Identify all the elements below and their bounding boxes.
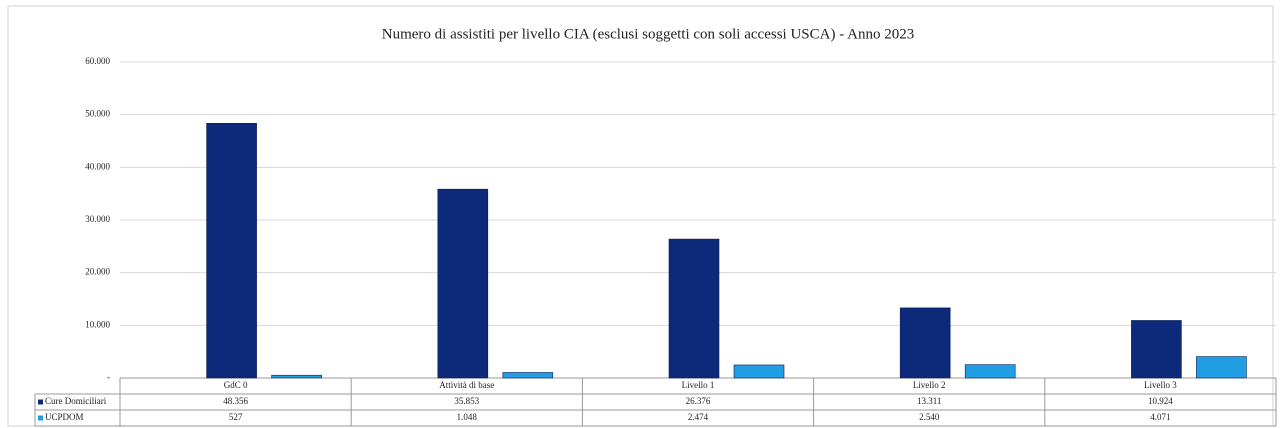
data-label: 10.924 xyxy=(1148,396,1173,406)
x-tick-label: Livello 1 xyxy=(682,380,715,390)
legend-marker xyxy=(38,399,43,405)
bar xyxy=(1131,320,1182,379)
bar xyxy=(964,364,1016,379)
y-tick-label: 50.000 xyxy=(85,109,110,119)
y-tick-label: 40.000 xyxy=(85,161,110,171)
data-label: 4.071 xyxy=(1150,412,1170,422)
bar xyxy=(271,374,322,379)
bar xyxy=(502,372,554,379)
legend-label: UCPDOM xyxy=(45,412,84,422)
bar xyxy=(1196,356,1247,379)
chart-title: Numero di assistiti per livello CIA (esc… xyxy=(382,26,914,42)
x-tick-label: Attività di base xyxy=(439,380,494,390)
bar xyxy=(733,364,785,379)
y-tick-label: - xyxy=(107,372,110,382)
chart-frame xyxy=(7,5,1274,427)
data-label: 13.311 xyxy=(917,396,941,406)
bar xyxy=(668,238,720,379)
x-tick-label: Livello 2 xyxy=(913,380,946,390)
bar xyxy=(437,188,489,379)
legend-label: Cure Domiciliari xyxy=(45,396,107,406)
bar xyxy=(899,307,951,379)
data-label: 2.474 xyxy=(688,412,709,422)
data-label: 35.853 xyxy=(454,396,479,406)
legend-marker xyxy=(38,415,43,421)
y-tick-label: 60.000 xyxy=(85,56,110,66)
x-tick-label: Livello 3 xyxy=(1144,380,1177,390)
y-tick-label: 30.000 xyxy=(85,214,110,224)
x-tick-label: GdC 0 xyxy=(224,380,248,390)
data-label: 48.356 xyxy=(223,396,248,406)
y-tick-label: 20.000 xyxy=(85,267,110,277)
data-label: 1.048 xyxy=(457,412,478,422)
bar xyxy=(206,123,257,379)
data-label: 527 xyxy=(229,412,243,422)
data-label: 2.540 xyxy=(919,412,940,422)
data-label: 26.376 xyxy=(686,396,711,406)
y-tick-label: 10.000 xyxy=(85,319,110,329)
